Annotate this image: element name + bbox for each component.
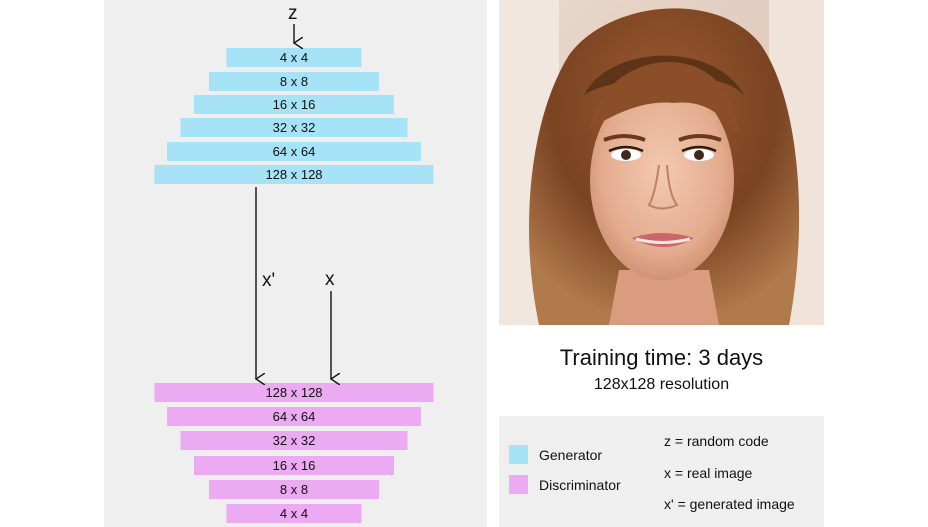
discriminator-layer-label: 128 x 128: [265, 385, 323, 400]
generator-swatch: [509, 445, 528, 464]
generator-layer-bar: [167, 142, 421, 161]
generator-stack: [154, 48, 434, 184]
x-symbol: x: [325, 269, 335, 290]
discriminator-layer-label: 64 x 64: [272, 409, 316, 424]
discriminator-layer-bar: [194, 456, 394, 475]
discriminator-layer-label: 16 x 16: [272, 458, 316, 473]
discriminator-layer-bar: [167, 407, 421, 426]
generator-layer-label: 8 x 8: [279, 74, 309, 89]
z-symbol: z: [288, 3, 298, 24]
discriminator-layer-bar: [209, 480, 379, 499]
discriminator-legend-label: Discriminator: [539, 477, 621, 493]
generator-layer-label: 16 x 16: [272, 97, 316, 112]
generator-layer-bar: [180, 118, 408, 137]
discriminator-layer-label: 32 x 32: [272, 433, 316, 448]
z-definition: z = random code: [664, 433, 769, 449]
resolution-subtitle: 128x128 resolution: [593, 376, 730, 393]
generator-legend-label: Generator: [539, 447, 603, 463]
generated-face-image: [499, 0, 824, 325]
x-prime-symbol: x': [262, 270, 276, 291]
architecture-panel: 4 x 4 8 x 8 16 x 16 32 x 32 64 x 64 128 x 128…: [104, 0, 487, 527]
x-definition: x = real image: [664, 465, 753, 481]
generator-layer-bar: [209, 72, 379, 91]
generator-layer-label: 32 x 32: [272, 120, 316, 135]
discriminator-layer-bar: [180, 431, 408, 450]
discriminator-layer-label: 8 x 8: [279, 482, 309, 497]
generator-layer-label: 64 x 64: [272, 144, 316, 159]
discriminator-stack: [154, 383, 434, 523]
discriminator-layer-bar: [226, 504, 362, 523]
architecture-diagram: [154, 24, 434, 523]
discriminator-layer-label: 4 x 4: [279, 506, 309, 521]
training-time-title: Training time: 3 days: [559, 345, 764, 370]
legend: Generator Discriminator z = random code …: [499, 416, 824, 527]
generator-layer-bar: [226, 48, 362, 67]
discriminator-swatch: [509, 475, 528, 494]
generator-layer-label: 4 x 4: [279, 50, 309, 65]
generator-layer-label: 128 x 128: [265, 167, 323, 182]
discriminator-layer-bar: [154, 383, 434, 402]
generator-layer-bar: [154, 165, 434, 184]
x-prime-definition: x' = generated image: [664, 496, 795, 512]
generator-layer-bar: [194, 95, 394, 114]
